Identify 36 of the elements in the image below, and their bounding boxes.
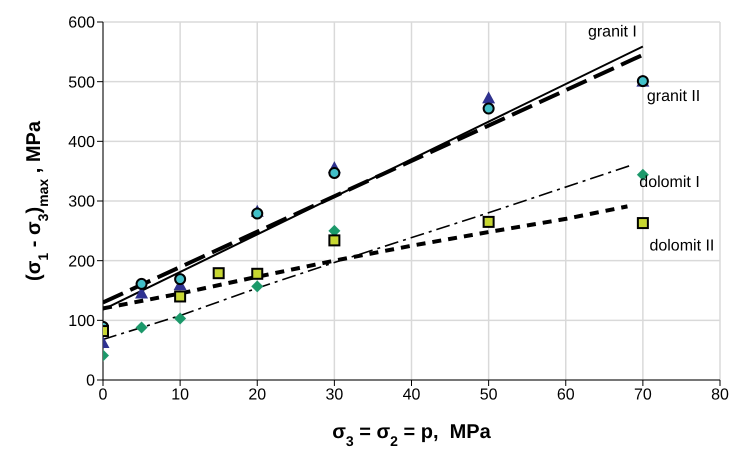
x-tick-label: 70 [634, 386, 652, 404]
y-tick-label: 600 [68, 14, 96, 32]
y-tick-label: 100 [68, 313, 96, 330]
x-tick-label: 10 [171, 386, 190, 404]
point [482, 216, 495, 228]
x-tick-label: 20 [248, 386, 266, 404]
x-tick-label: 40 [402, 386, 420, 404]
series-label: dolomit I [639, 174, 700, 192]
point [174, 312, 186, 325]
text: dolomit II [649, 237, 714, 254]
point [482, 91, 496, 104]
x-tick-label: 50 [480, 386, 498, 404]
point [136, 321, 148, 334]
series-label: granit I [588, 23, 637, 40]
y-tick-label: 400 [68, 134, 96, 152]
point [328, 166, 340, 179]
point [328, 234, 340, 246]
y-tick-label: 300 [68, 194, 96, 211]
point [174, 290, 186, 302]
point [482, 102, 495, 115]
y-tick-label: 500 [68, 74, 96, 92]
series-label: granit II [646, 88, 700, 105]
point [174, 273, 186, 286]
x-tick-label: 30 [325, 386, 344, 404]
point [212, 267, 225, 280]
y-tick-label: 200 [68, 253, 96, 270]
y-tick-label: 0 [86, 372, 96, 390]
point [636, 217, 649, 230]
x-tick-label: 60 [556, 386, 575, 404]
point [251, 208, 264, 220]
x-axis-title: σ$_{3}$ = σ$_{2}$ = p, MPa [332, 421, 492, 449]
point [136, 278, 148, 290]
x-tick-label: 80 [711, 386, 729, 404]
point [251, 280, 264, 292]
x-tick-label: 0 [98, 386, 108, 404]
point [251, 268, 264, 280]
